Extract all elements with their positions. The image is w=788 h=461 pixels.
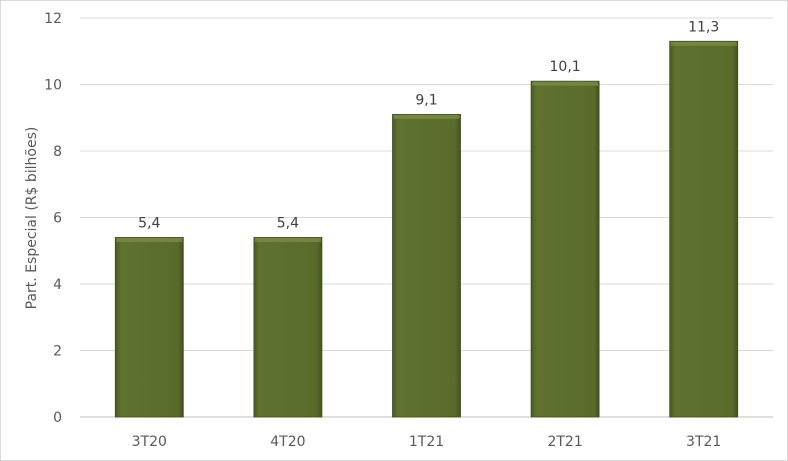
- y-tick-label: 4: [53, 277, 62, 293]
- bar: [669, 40, 739, 418]
- bar-bevel: [670, 41, 737, 46]
- y-tick-label: 6: [53, 211, 62, 227]
- bar-bevel: [532, 81, 599, 86]
- y-tick-label: 10: [44, 78, 62, 94]
- bar-bevel: [393, 114, 460, 119]
- bar-bevel: [116, 237, 183, 242]
- y-tick-label: 0: [53, 410, 62, 426]
- data-label: 9,1: [415, 92, 437, 108]
- data-label: 11,3: [688, 19, 719, 35]
- bar: [392, 114, 461, 418]
- bar-bevel: [254, 237, 321, 242]
- x-tick-label: 3T21: [686, 434, 721, 450]
- x-tick-label: 3T20: [132, 434, 167, 450]
- y-tick-label: 12: [44, 11, 62, 27]
- data-label: 10,1: [550, 59, 581, 75]
- data-label: 5,4: [138, 215, 160, 231]
- data-label: 5,4: [277, 215, 299, 231]
- x-tick-label: 2T21: [547, 434, 582, 450]
- bar: [114, 237, 184, 418]
- bar: [253, 237, 323, 418]
- y-tick-label: 8: [53, 144, 62, 160]
- x-tick-label: 1T21: [409, 434, 444, 450]
- x-tick-label: 4T20: [270, 434, 305, 450]
- y-axis-label: Part. Especial (R$ bilhões): [24, 127, 40, 310]
- y-tick-label: 2: [53, 344, 62, 360]
- bar: [530, 80, 600, 418]
